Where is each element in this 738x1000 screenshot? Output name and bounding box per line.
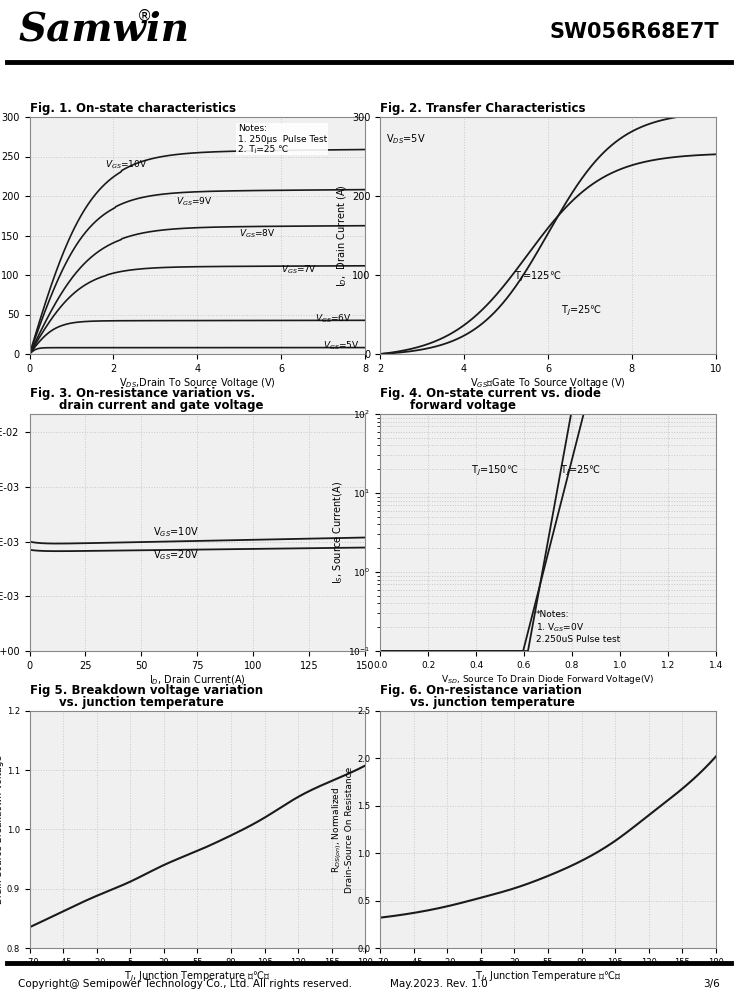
Text: $V_{GS}$=5V: $V_{GS}$=5V [323, 340, 360, 352]
Text: Fig. 4. On-state current vs. diode: Fig. 4. On-state current vs. diode [380, 387, 601, 400]
Text: SW056R68E7T: SW056R68E7T [550, 22, 720, 42]
Text: Fig. 1. On-state characteristics: Fig. 1. On-state characteristics [30, 102, 235, 115]
Text: T$_J$=150℃: T$_J$=150℃ [472, 463, 519, 478]
X-axis label: V$_{SD}$, Source To Drain Diode Forward Voltage(V): V$_{SD}$, Source To Drain Diode Forward … [441, 672, 655, 686]
Text: $V_{GS}$=6V: $V_{GS}$=6V [315, 313, 351, 325]
Text: $V_{GS}$=8V: $V_{GS}$=8V [239, 228, 276, 240]
X-axis label: I$_D$, Drain Current(A): I$_D$, Drain Current(A) [149, 674, 246, 687]
Text: Fig. 3. On-resistance variation vs.: Fig. 3. On-resistance variation vs. [30, 387, 255, 400]
Text: Samwin: Samwin [18, 10, 190, 48]
Text: Notes:
1. 250μs  Pulse Test
2. Tⱼ=25 ℃: Notes: 1. 250μs Pulse Test 2. Tⱼ=25 ℃ [238, 124, 327, 154]
Y-axis label: BV$_{DSS}$, Normalized
Drain-Source Breakdown Voltage: BV$_{DSS}$, Normalized Drain-Source Brea… [0, 755, 4, 904]
X-axis label: V$_{GS}$，Gate To Source Voltage (V): V$_{GS}$，Gate To Source Voltage (V) [470, 376, 626, 390]
Text: drain current and gate voltage: drain current and gate voltage [59, 399, 263, 412]
Text: T$_J$=125℃: T$_J$=125℃ [514, 269, 562, 284]
Text: $V_{GS}$=9V: $V_{GS}$=9V [176, 195, 213, 208]
Y-axis label: I$_S$, Source Current(A): I$_S$, Source Current(A) [331, 481, 345, 584]
Text: T$_J$=25℃: T$_J$=25℃ [560, 463, 601, 478]
Text: Fig 5. Breakdown voltage variation: Fig 5. Breakdown voltage variation [30, 684, 263, 697]
Text: Fig. 6. On-resistance variation: Fig. 6. On-resistance variation [380, 684, 582, 697]
Text: forward voltage: forward voltage [410, 399, 516, 412]
Text: vs. junction temperature: vs. junction temperature [59, 696, 224, 709]
X-axis label: V$_{DS}$,Drain To Source Voltage (V): V$_{DS}$,Drain To Source Voltage (V) [119, 376, 276, 390]
Y-axis label: I$_D$,  Drain Current (A): I$_D$, Drain Current (A) [336, 184, 349, 287]
Text: $V_{GS}$=7V: $V_{GS}$=7V [281, 263, 317, 276]
Text: *Notes:
1. V$_{GS}$=0V
2.250uS Pulse test: *Notes: 1. V$_{GS}$=0V 2.250uS Pulse tes… [536, 610, 620, 644]
Text: V$_{GS}$=10V: V$_{GS}$=10V [153, 525, 199, 539]
Text: 3/6: 3/6 [703, 979, 720, 989]
Text: $V_{GS}$=10V: $V_{GS}$=10V [105, 158, 148, 171]
Text: T$_J$=25℃: T$_J$=25℃ [561, 303, 601, 318]
Text: V$_{DS}$=5V: V$_{DS}$=5V [387, 132, 426, 146]
Text: Fig. 2. Transfer Characteristics: Fig. 2. Transfer Characteristics [380, 102, 585, 115]
Text: vs. junction temperature: vs. junction temperature [410, 696, 574, 709]
Text: May.2023. Rev. 1.0: May.2023. Rev. 1.0 [390, 979, 488, 989]
Y-axis label: R$_{DS(on)}$, Normalized
Drain-Source On Resistance: R$_{DS(on)}$, Normalized Drain-Source On… [330, 766, 354, 893]
X-axis label: T$_J$, Junction Temperature （℃）: T$_J$, Junction Temperature （℃） [124, 970, 271, 984]
Text: Copyright@ Semipower Technology Co., Ltd. All rights reserved.: Copyright@ Semipower Technology Co., Ltd… [18, 979, 353, 989]
X-axis label: T$_J$, Junction Temperature （℃）: T$_J$, Junction Temperature （℃） [475, 970, 621, 984]
Text: V$_{GS}$=20V: V$_{GS}$=20V [153, 548, 199, 562]
Text: ®: ® [137, 9, 152, 24]
